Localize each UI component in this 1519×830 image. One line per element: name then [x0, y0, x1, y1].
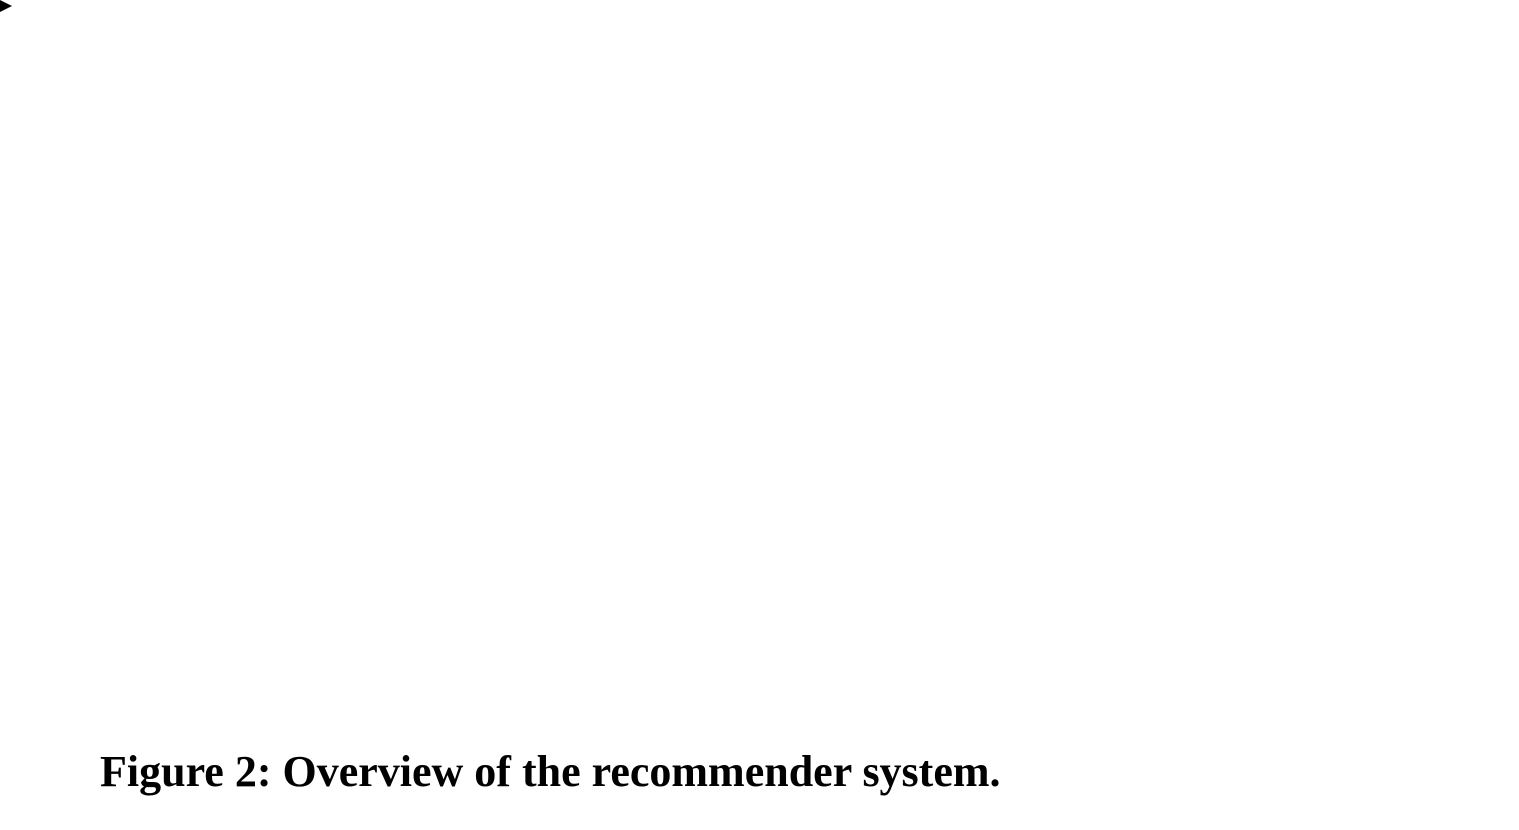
- diagram-svg: [0, 0, 1519, 830]
- diagram-stage: Figure 2: Overview of the recommender sy…: [0, 0, 1519, 830]
- figure-caption: Figure 2: Overview of the recommender sy…: [100, 746, 1001, 797]
